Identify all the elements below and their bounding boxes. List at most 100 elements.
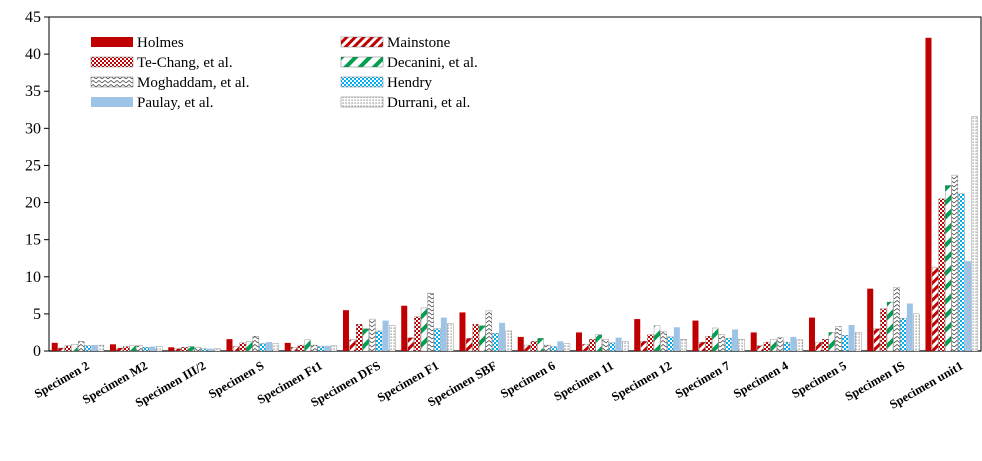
bar-holmes-2 [168, 347, 175, 351]
bar-moghaddam-et-al--5 [369, 318, 376, 352]
bar-paulay-et-al--10 [673, 327, 680, 351]
y-tick-label: 40 [25, 46, 41, 63]
bar-mainstone-11 [698, 341, 706, 352]
bar-moghaddam-et-al--7 [485, 310, 493, 352]
x-tick-label: Specimen 4 [731, 358, 791, 401]
bar-durrani-et-al--1 [156, 346, 163, 352]
bar-te-chang-et-al--2 [181, 347, 188, 352]
bar-decanini-et-al--12 [770, 338, 777, 352]
bar-holmes-10 [634, 319, 641, 351]
y-tick-label: 10 [25, 269, 41, 286]
bar-mainstone-15 [931, 267, 939, 352]
bar-durrani-et-al--9 [622, 341, 629, 352]
bar-hendry-9 [608, 342, 616, 352]
bar-paulay-et-al--0 [91, 345, 98, 351]
bar-te-chang-et-al--11 [705, 336, 712, 352]
bar-hendry-2 [201, 348, 208, 352]
bar-decanini-et-al--15 [945, 185, 952, 352]
bar-paulay-et-al--4 [324, 345, 331, 351]
bar-durrani-et-al--2 [214, 348, 221, 352]
legend-swatch [340, 76, 384, 88]
bar-hendry-11 [725, 338, 732, 352]
legend-label: Hendry [387, 75, 432, 91]
bar-hendry-5 [375, 330, 383, 352]
bar-hendry-13 [841, 335, 849, 352]
bar-moghaddam-et-al--12 [776, 337, 784, 352]
bar-moghaddam-et-al--15 [951, 174, 959, 352]
bar-moghaddam-et-al--10 [660, 331, 667, 352]
bar-paulay-et-al--9 [615, 337, 622, 351]
bar-mainstone-7 [465, 338, 473, 352]
bar-durrani-et-al--14 [913, 313, 920, 352]
bar-holmes-13 [808, 317, 815, 351]
bar-paulay-et-al--8 [557, 341, 564, 351]
bar-moghaddam-et-al--9 [602, 338, 609, 352]
bar-durrani-et-al--15 [971, 116, 978, 352]
bar-te-chang-et-al--3 [239, 342, 246, 352]
bar-moghaddam-et-al--6 [427, 292, 434, 352]
bar-hendry-8 [550, 346, 557, 352]
bar-mainstone-0 [58, 347, 65, 352]
bar-moghaddam-et-al--8 [543, 344, 551, 352]
bar-te-chang-et-al--10 [647, 334, 654, 352]
y-tick-label: 15 [25, 232, 41, 249]
bar-holmes-14 [867, 288, 874, 351]
legend-label: Te-Chang, et al. [137, 55, 233, 71]
bar-paulay-et-al--15 [965, 261, 972, 351]
bar-moghaddam-et-al--0 [77, 341, 85, 352]
bar-mainstone-4 [291, 347, 298, 352]
legend-label: Durrani, et al. [387, 95, 470, 111]
bar-durrani-et-al--4 [330, 345, 338, 352]
bar-te-chang-et-al--13 [822, 338, 829, 352]
bar-mainstone-2 [174, 348, 181, 352]
bar-hendry-4 [317, 346, 324, 352]
bar-decanini-et-al--5 [362, 328, 369, 352]
bar-durrani-et-al--7 [505, 330, 512, 352]
bar-holmes-3 [226, 339, 233, 351]
bar-hendry-12 [783, 341, 790, 352]
x-tick-label: Specimen 7 [673, 358, 733, 401]
bar-mainstone-13 [815, 341, 822, 352]
bar-mainstone-3 [232, 346, 240, 352]
bar-holmes-1 [109, 344, 116, 351]
y-tick-label: 30 [25, 120, 41, 137]
bar-holmes-8 [517, 336, 524, 351]
bar-holmes-6 [401, 305, 408, 351]
bar-hendry-10 [667, 336, 674, 352]
bar-te-chang-et-al--1 [123, 346, 130, 352]
bar-hendry-7 [492, 333, 499, 352]
y-tick-label: 45 [25, 9, 41, 26]
bar-durrani-et-al--13 [855, 332, 862, 352]
bar-decanini-et-al--7 [479, 325, 486, 352]
bar-paulay-et-al--1 [149, 346, 156, 351]
bar-holmes-12 [750, 332, 757, 351]
bar-paulay-et-al--5 [382, 320, 389, 351]
bar-durrani-et-al--0 [97, 344, 105, 352]
bar-holmes-5 [342, 310, 349, 351]
bar-moghaddam-et-al--3 [252, 336, 260, 352]
bar-paulay-et-al--13 [848, 325, 855, 351]
bar-mainstone-5 [349, 339, 356, 352]
bar-durrani-et-al--11 [738, 338, 745, 352]
legend-swatch [91, 97, 133, 107]
bar-decanini-et-al--4 [304, 339, 311, 352]
bar-paulay-et-al--3 [266, 342, 273, 351]
bar-mainstone-1 [116, 347, 123, 352]
legend-swatch [90, 56, 134, 68]
bar-te-chang-et-al--9 [589, 338, 596, 352]
bar-paulay-et-al--2 [207, 348, 214, 351]
bar-paulay-et-al--11 [732, 329, 739, 351]
bar-moghaddam-et-al--11 [718, 334, 726, 352]
x-tick-label: Specimen 12 [609, 358, 674, 404]
bar-mainstone-8 [524, 344, 531, 352]
legend-swatch [340, 36, 384, 48]
legend-swatch [340, 56, 384, 68]
bar-holmes-4 [284, 342, 291, 351]
bar-mainstone-12 [757, 345, 764, 352]
y-tick-label: 0 [33, 343, 41, 360]
bar-paulay-et-al--6 [440, 317, 447, 351]
bar-durrani-et-al--12 [796, 339, 804, 352]
bar-decanini-et-al--11 [712, 327, 719, 352]
